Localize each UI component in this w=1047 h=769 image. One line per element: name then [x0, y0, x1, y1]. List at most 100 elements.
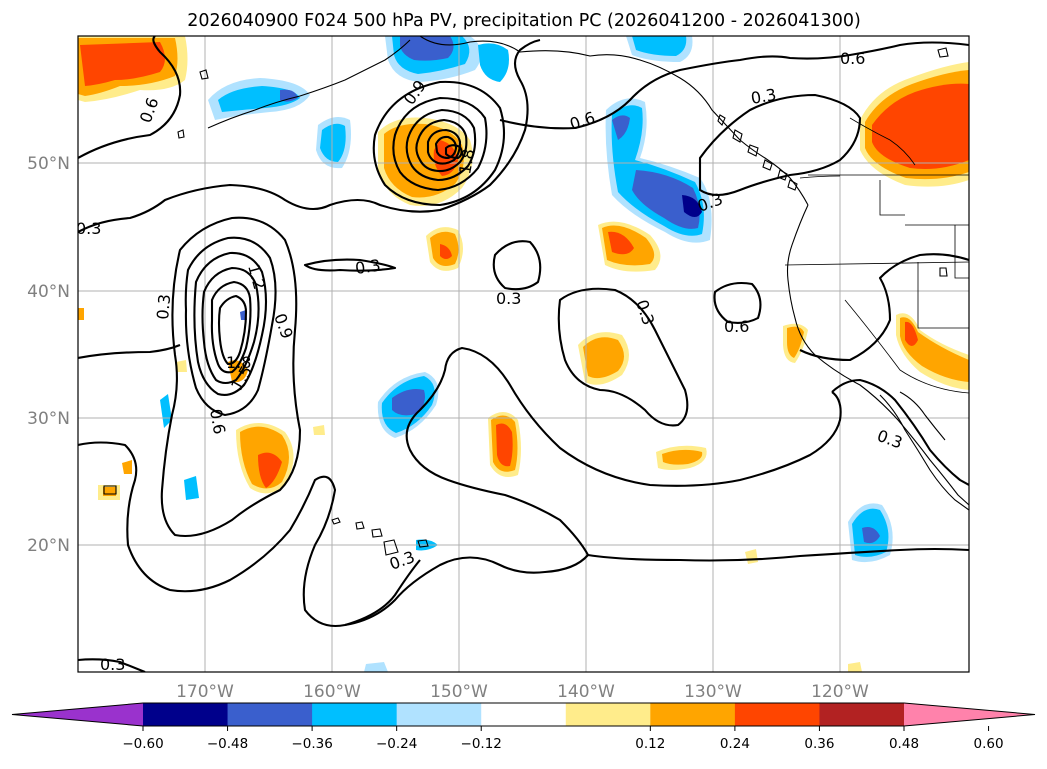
pv-contour — [415, 118, 468, 173]
precip-positive-area — [176, 360, 187, 372]
precip-positive-area — [440, 244, 452, 259]
pv-contour — [831, 378, 969, 486]
colorbar-tick-label: 0.60 — [974, 736, 1004, 752]
precip-positive-area — [80, 42, 165, 86]
pv-contour-label: 1.8 — [455, 147, 478, 175]
pv-contour — [492, 240, 542, 291]
precip-positive-area — [608, 231, 634, 255]
figure-title: 2026040900 F024 500 hPa PV, precipitatio… — [187, 11, 861, 31]
precip-negative-area — [632, 36, 687, 56]
precip-negative-area — [682, 195, 702, 217]
precip-positive-area — [848, 662, 862, 672]
colorbar: −0.60 −0.48 −0.36 −0.24 −0.12 0.12 0.24 0.36 0.4… — [11, 702, 1036, 752]
pv-contour-label: 0.3 — [100, 655, 125, 674]
lat-label: 50°N — [27, 154, 70, 174]
precip-negative-area — [612, 115, 630, 140]
pv-contour — [392, 96, 488, 192]
precip-negative-area — [392, 389, 425, 416]
colorbar-tick-label: −0.60 — [122, 736, 163, 752]
colorbar-tick-label: 0.24 — [720, 736, 750, 752]
colorbar-tick-label: 0.48 — [889, 736, 919, 752]
precip-negative-area — [364, 662, 388, 672]
colorbar-tick-label: −0.24 — [376, 736, 417, 752]
precip-positive-area — [900, 317, 969, 382]
lat-label: 20°N — [27, 536, 70, 556]
pv-contour — [78, 441, 421, 627]
colorbar-tick-label: 0.36 — [804, 736, 834, 752]
pv-contour-label: 0.3 — [76, 219, 101, 238]
pv-contour — [344, 346, 842, 627]
pv-contour — [698, 93, 862, 197]
precip-negative-area — [478, 43, 509, 82]
precip-negative-area — [218, 86, 300, 112]
pv-contour-label: 0.6 — [724, 317, 749, 336]
precip-negative-area — [862, 527, 880, 544]
colorbar-segment — [819, 703, 905, 726]
political-borders — [784, 117, 969, 394]
pv-contour — [444, 144, 463, 160]
pv-contour-label: 0.6 — [840, 49, 865, 68]
precip-negative-area — [632, 170, 700, 229]
lat-label: 30°N — [27, 409, 70, 429]
pv-contour — [426, 128, 462, 165]
coastlines — [103, 36, 969, 556]
pv-contour — [557, 287, 689, 427]
precip-positive-area — [872, 83, 969, 169]
colorbar-segment — [565, 703, 651, 726]
pv-contours — [78, 36, 969, 672]
colorbar-segment — [396, 703, 482, 726]
pv-contour — [201, 266, 260, 385]
precip-positive-area — [787, 326, 804, 358]
precip-negative-area — [400, 36, 454, 61]
colorbar-extend-low — [12, 703, 143, 726]
pv-contour — [78, 38, 541, 233]
colorbar-segment — [481, 703, 567, 726]
precip-positive-area — [122, 460, 132, 474]
pv-contour — [193, 251, 268, 396]
longitude-labels: 170°W 160°W 150°W 140°W 130°W 120°W — [176, 682, 869, 702]
pv-contour-label: 0.6 — [206, 407, 229, 435]
lon-label: 160°W — [303, 682, 361, 702]
colorbar-tick-label: −0.36 — [291, 736, 332, 752]
pv-contour — [372, 80, 506, 207]
pv-contour-label: 0.3 — [153, 293, 174, 320]
pv-contour — [217, 294, 248, 366]
map-panel: 0.6 0.3 0.9 1.8 0.6 0.3 0.6 0.3 0.3 1.2 … — [76, 36, 969, 674]
precip-positive-area — [496, 423, 513, 467]
precip-negative-area — [280, 89, 298, 102]
lon-label: 140°W — [557, 682, 615, 702]
colorbar-segment — [227, 703, 313, 726]
pv-contour-label: 1.8 — [226, 353, 251, 372]
colorbar-segment — [734, 703, 820, 726]
pv-contour — [78, 658, 146, 672]
pv-contour — [303, 258, 397, 272]
lon-label: 130°W — [684, 682, 742, 702]
pv-contour — [499, 41, 969, 130]
pv-contour — [160, 216, 302, 537]
precip-positive-area — [905, 321, 918, 346]
pv-contour-label: 0.3 — [354, 256, 382, 278]
pv-contour — [587, 547, 969, 562]
latitude-labels: 50°N 40°N 30°N 20°N — [27, 154, 70, 556]
precip-positive-area — [583, 337, 624, 379]
pv-contour — [184, 236, 277, 417]
map-frame — [77, 35, 970, 673]
colorbar-tick-label: −0.12 — [461, 736, 502, 752]
pv-contour — [78, 344, 181, 360]
pv-contour — [713, 281, 762, 324]
precip-positive-area — [662, 449, 703, 465]
colorbar-extend-high — [904, 703, 1035, 726]
precip-positive-area — [78, 308, 84, 320]
pv-contour-label: 0.3 — [749, 85, 777, 108]
precip-negative-area — [160, 394, 172, 428]
lon-label: 150°W — [430, 682, 488, 702]
precip-pc-field — [78, 36, 969, 672]
colorbar-segment — [312, 703, 398, 726]
lon-label: 170°W — [176, 682, 234, 702]
precip-negative-area — [184, 476, 199, 500]
pv-contour — [799, 253, 969, 362]
lon-label: 120°W — [811, 682, 869, 702]
precip-negative-area — [320, 123, 346, 162]
